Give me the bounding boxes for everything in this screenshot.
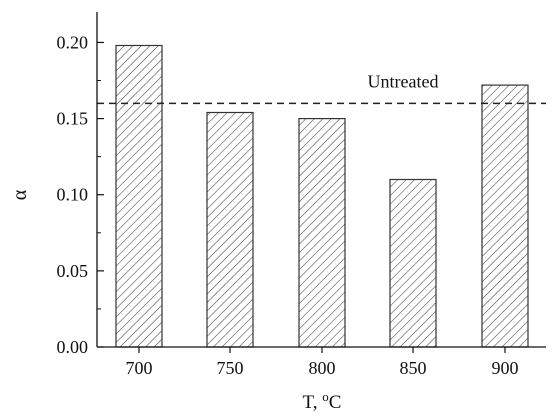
bar-850 [389, 178, 437, 348]
y-tick-label: 0.00 [57, 337, 89, 357]
y-axis-label: α [9, 189, 31, 200]
y-tick-label: 0.05 [57, 261, 89, 281]
bar-700 [115, 44, 163, 348]
reference-line-group: Untreated [97, 71, 546, 105]
x-tick-label: 900 [492, 358, 519, 378]
y-tick-label: 0.20 [57, 32, 89, 52]
x-axis-label-text: T, [303, 392, 323, 413]
y-tick-label: 0.15 [57, 109, 89, 129]
x-axis-label-superscript: o [322, 389, 329, 404]
x-ticks-group: 700 750 800 850 900 [126, 347, 519, 378]
y-tick-label: 0.10 [57, 185, 89, 205]
x-axis-label: T, oC [303, 389, 342, 413]
x-tick-label: 700 [126, 358, 153, 378]
x-tick-label: 850 [400, 358, 427, 378]
x-tick-label: 800 [309, 358, 336, 378]
bars-group [115, 44, 529, 348]
bar-900 [481, 84, 529, 348]
bar-750 [206, 111, 254, 348]
x-axis-label-unit: C [329, 392, 342, 413]
x-tick-label: 750 [217, 358, 244, 378]
y-ticks-group: 0.00 0.05 0.10 0.15 0.20 [57, 32, 104, 357]
reference-line-label: Untreated [368, 71, 439, 91]
bar-800 [298, 117, 346, 348]
